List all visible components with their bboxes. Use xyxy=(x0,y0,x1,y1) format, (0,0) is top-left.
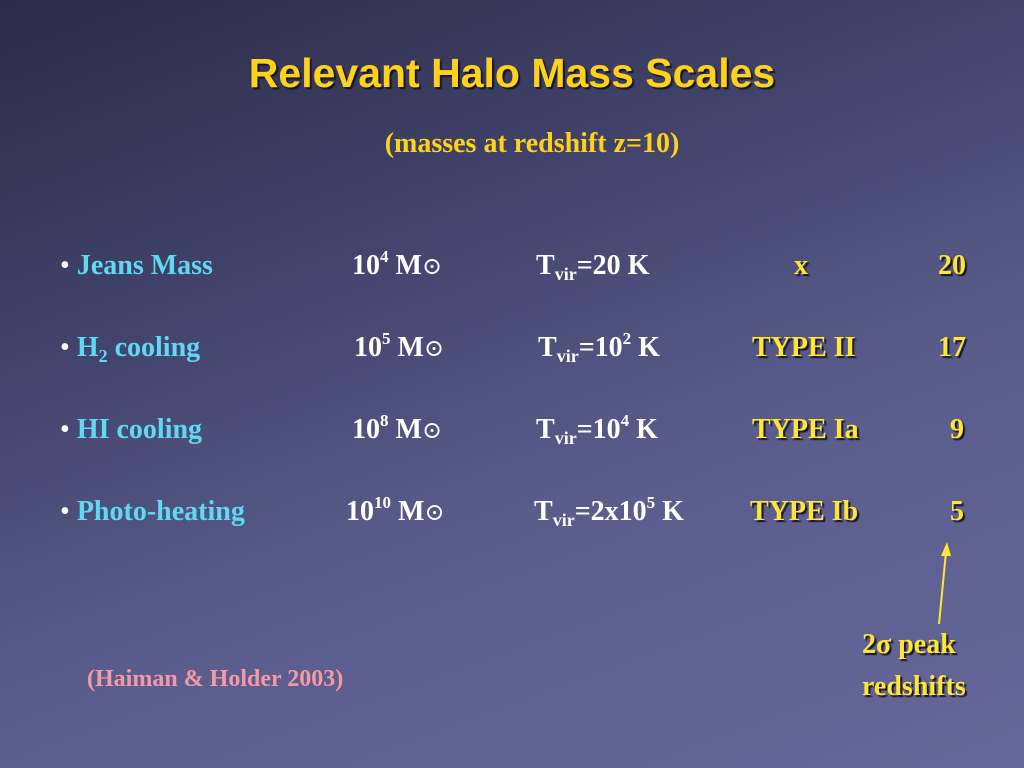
note-line-1: 2σ peak xyxy=(862,629,956,660)
row-jeans-temp: Tvir=20 K xyxy=(536,250,650,284)
mass-exponent: 4 xyxy=(380,247,389,266)
row-jeans-type: x xyxy=(794,250,808,281)
row-hi-type: TYPE Ia xyxy=(752,414,859,445)
mass-base: 10 xyxy=(354,332,382,363)
row-photo-mass: 1010 M⊙ xyxy=(346,493,445,528)
row-jeans-mass: 104 M⊙ xyxy=(352,247,443,282)
up-arrow-icon xyxy=(938,542,951,625)
temp-sub: vir xyxy=(552,510,575,530)
bullet: • xyxy=(60,414,70,445)
bullet: • xyxy=(60,496,70,527)
temp-unit: K xyxy=(629,414,658,445)
sun-symbol-icon: ⊙ xyxy=(423,336,445,362)
row-photo-name: • Photo-heating xyxy=(60,496,245,528)
mass-unit: M xyxy=(395,414,422,445)
temp-prefix: T xyxy=(538,332,557,363)
mass-exponent: 8 xyxy=(380,411,389,430)
mass-unit: M xyxy=(397,332,424,363)
sun-symbol-icon: ⊙ xyxy=(421,418,443,444)
temp-value: =2x10 xyxy=(574,496,647,527)
temp-exponent: 4 xyxy=(620,411,630,430)
bullet: • xyxy=(60,332,70,363)
bullet: • xyxy=(60,250,70,281)
slide-title: Relevant Halo Mass Scales xyxy=(248,50,776,96)
temp-prefix: T xyxy=(536,250,555,281)
row-name: HI cooling xyxy=(76,414,203,445)
sun-symbol-icon: ⊙ xyxy=(424,500,445,526)
temp-sub: vir xyxy=(554,428,577,448)
temp-prefix: T xyxy=(534,496,553,527)
row-h2-name: • H2 cooling xyxy=(60,332,201,366)
mass-unit: M xyxy=(395,250,422,281)
mass-exponent: 5 xyxy=(382,329,391,348)
slide-subtitle: (masses at redshift z=10) xyxy=(384,128,680,159)
row-jeans-name: • Jeans Mass xyxy=(60,250,213,282)
citation: (Haiman & Holder 2003) xyxy=(87,666,344,692)
peak-redshift-note: 2σ peak redshifts xyxy=(862,624,966,708)
row-hi-peak: 9 xyxy=(950,414,964,445)
note-line-2: redshifts xyxy=(862,671,966,702)
temp-sub: vir xyxy=(556,346,579,366)
row-photo-type: TYPE Ib xyxy=(750,496,859,527)
sigma-symbol: σ xyxy=(876,629,892,660)
row-h2-temp: Tvir=102 K xyxy=(538,329,660,366)
sun-symbol-icon: ⊙ xyxy=(421,254,443,280)
temp-value: =10 xyxy=(578,332,623,363)
mass-exponent: 10 xyxy=(374,493,391,512)
row-photo-temp: Tvir=2x105 K xyxy=(534,493,684,530)
mass-unit: M xyxy=(398,496,425,527)
row-hi-name: • HI cooling xyxy=(60,414,202,446)
temp-prefix: T xyxy=(536,414,555,445)
row-h2-type: TYPE II xyxy=(752,332,856,363)
mass-base: 10 xyxy=(346,496,374,527)
row-name: H2 cooling xyxy=(76,332,201,366)
row-jeans-peak: 20 xyxy=(938,250,966,281)
temp-exponent: 2 xyxy=(622,329,632,348)
temp-exponent: 5 xyxy=(646,493,656,512)
row-name: Jeans Mass xyxy=(76,250,213,281)
mass-base: 10 xyxy=(352,414,380,445)
temp-unit: K xyxy=(631,332,660,363)
row-hi-temp: Tvir=104 K xyxy=(536,411,658,448)
temp-unit: K xyxy=(655,496,684,527)
row-h2-peak: 17 xyxy=(938,332,966,363)
row-name: Photo-heating xyxy=(76,496,245,527)
row-photo-peak: 5 xyxy=(950,496,964,527)
temp-value: =10 xyxy=(576,414,621,445)
temp-value: =20 K xyxy=(576,250,650,281)
row-h2-mass: 105 M⊙ xyxy=(354,329,445,364)
temp-sub: vir xyxy=(554,264,577,284)
mass-base: 10 xyxy=(352,250,380,281)
row-hi-mass: 108 M⊙ xyxy=(352,411,443,446)
